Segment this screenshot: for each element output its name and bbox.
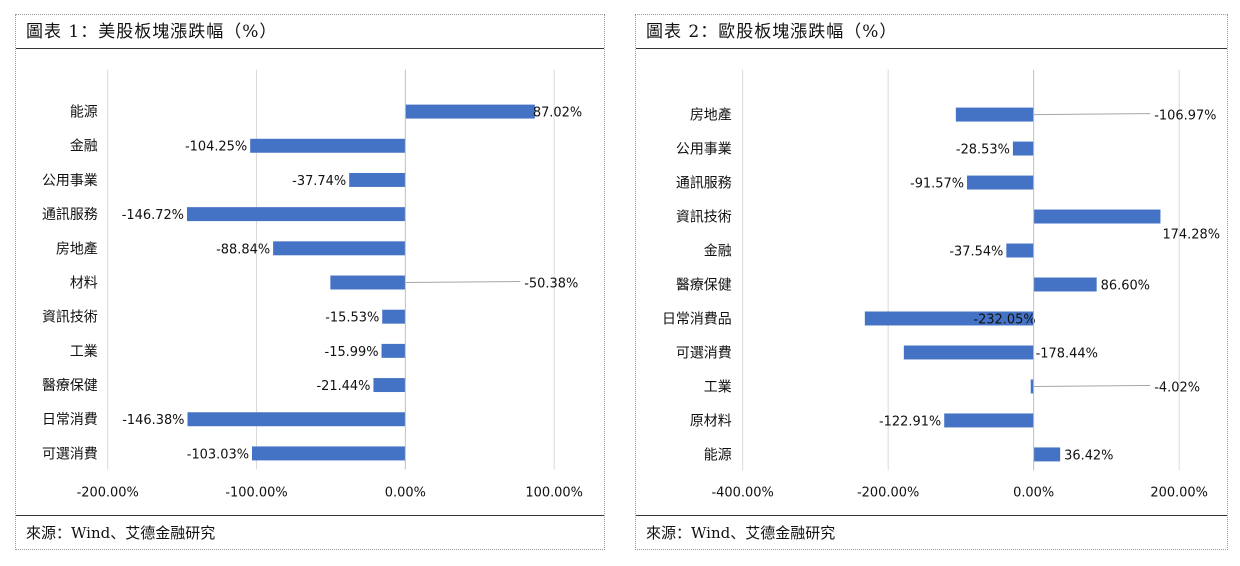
data-label: -88.84% bbox=[216, 242, 270, 257]
category-label: 金融 bbox=[70, 139, 98, 155]
bar bbox=[252, 446, 406, 461]
bar bbox=[381, 343, 406, 358]
category-label: 資訊技術 bbox=[42, 310, 98, 326]
category-label: 可選消費 bbox=[42, 446, 98, 462]
data-label: -37.74% bbox=[292, 174, 346, 189]
bar bbox=[349, 172, 406, 187]
bar bbox=[373, 378, 406, 393]
chart-panel-2: 圖表 2：歐股板塊漲跌幅（%） -400.00% -200.00% 0.00% 200… bbox=[635, 14, 1228, 550]
bar bbox=[955, 107, 1034, 122]
category-label: 通訊服務 bbox=[42, 207, 98, 223]
bar bbox=[1030, 379, 1034, 394]
x-tick-label: 0.00% bbox=[1013, 485, 1054, 500]
bar bbox=[903, 345, 1034, 360]
category-label: 房地產 bbox=[56, 240, 98, 257]
bar-chart-us-sectors: -200.00% -100.00% 0.00% 100.00% 能源 87.02% 金融 -1… bbox=[42, 69, 583, 500]
source-text: Wind、艾德金融研究 bbox=[71, 524, 216, 542]
data-label: -4.02% bbox=[1154, 380, 1200, 395]
category-label: 公用事業 bbox=[676, 142, 732, 158]
data-label: -146.38% bbox=[122, 413, 184, 428]
category-label: 日常消費品 bbox=[662, 311, 732, 327]
data-label: -15.53% bbox=[325, 311, 379, 326]
x-tick-label: 200.00% bbox=[1150, 485, 1208, 500]
leader-line bbox=[1033, 113, 1151, 116]
x-tick-label: -400.00% bbox=[712, 485, 774, 500]
bar bbox=[273, 241, 406, 256]
data-label: -146.72% bbox=[122, 208, 184, 223]
x-tick-label: 100.00% bbox=[525, 485, 583, 500]
bar bbox=[250, 138, 406, 153]
bar bbox=[967, 175, 1034, 190]
data-label: -28.53% bbox=[956, 143, 1010, 158]
source-label: 來源： bbox=[646, 524, 692, 542]
category-label: 資訊技術 bbox=[676, 210, 732, 226]
data-label: -50.38% bbox=[524, 276, 578, 291]
data-label: 87.02% bbox=[533, 106, 582, 121]
bar bbox=[330, 275, 406, 290]
x-tick-label: -100.00% bbox=[225, 485, 287, 500]
data-label: 174.28% bbox=[1162, 227, 1220, 242]
data-label: -103.03% bbox=[187, 447, 249, 462]
source-note: 來源：Wind、艾德金融研究 bbox=[636, 515, 1227, 549]
data-label: -37.54% bbox=[949, 244, 1003, 259]
bar bbox=[1012, 141, 1034, 156]
x-tick-label: -200.00% bbox=[857, 485, 919, 500]
bar bbox=[382, 309, 406, 324]
category-label: 能源 bbox=[70, 105, 98, 121]
bar bbox=[1033, 209, 1161, 224]
source-note: 來源：Wind、艾德金融研究 bbox=[16, 515, 604, 549]
data-label: -106.97% bbox=[1154, 109, 1216, 124]
data-label: -122.91% bbox=[879, 414, 941, 429]
bar bbox=[186, 207, 406, 222]
data-label: 36.42% bbox=[1064, 448, 1113, 463]
data-label: -232.05% bbox=[973, 312, 1035, 327]
bar bbox=[405, 104, 535, 119]
category-label: 日常消費 bbox=[42, 412, 98, 428]
source-label: 來源： bbox=[26, 524, 72, 542]
bar bbox=[1033, 447, 1061, 462]
category-label: 可選消費 bbox=[676, 345, 732, 361]
category-label: 公用事業 bbox=[42, 173, 98, 189]
data-label: -15.99% bbox=[325, 345, 379, 360]
category-label: 能源 bbox=[704, 447, 732, 463]
category-label: 工業 bbox=[70, 344, 98, 360]
bar bbox=[187, 412, 406, 427]
bar bbox=[1033, 277, 1097, 292]
data-label: -91.57% bbox=[910, 177, 964, 192]
chart-title: 圖表 1：美股板塊漲跌幅（%） bbox=[16, 15, 604, 49]
category-label: 工業 bbox=[704, 379, 732, 395]
leader-line bbox=[405, 281, 521, 283]
category-label: 通訊服務 bbox=[676, 176, 732, 192]
bar-chart-eu-sectors: -400.00% -200.00% 0.00% 200.00% 房地產 -106.97% 公… bbox=[662, 69, 1220, 500]
data-label: -21.44% bbox=[316, 379, 370, 394]
data-label: 86.60% bbox=[1101, 278, 1150, 293]
category-label: 材料 bbox=[70, 275, 98, 291]
category-label: 醫療保健 bbox=[676, 276, 732, 293]
bar bbox=[864, 311, 1034, 326]
source-text: Wind、艾德金融研究 bbox=[691, 524, 836, 542]
category-label: 房地產 bbox=[690, 107, 732, 124]
data-label: -178.44% bbox=[1036, 346, 1098, 361]
data-label: -104.25% bbox=[185, 140, 247, 155]
chart-title: 圖表 2：歐股板塊漲跌幅（%） bbox=[636, 15, 1227, 49]
x-tick-label: -200.00% bbox=[77, 485, 139, 500]
x-tick-label: 0.00% bbox=[385, 485, 426, 500]
bar bbox=[944, 413, 1034, 428]
chart-panel-1: 圖表 1：美股板塊漲跌幅（%） -200.00% -100.00% 0.00% 100… bbox=[15, 14, 605, 550]
category-label: 金融 bbox=[704, 243, 732, 259]
category-label: 醫療保健 bbox=[42, 377, 98, 394]
leader-line bbox=[1033, 384, 1151, 387]
bar bbox=[1006, 243, 1034, 258]
category-label: 原材料 bbox=[690, 413, 732, 429]
